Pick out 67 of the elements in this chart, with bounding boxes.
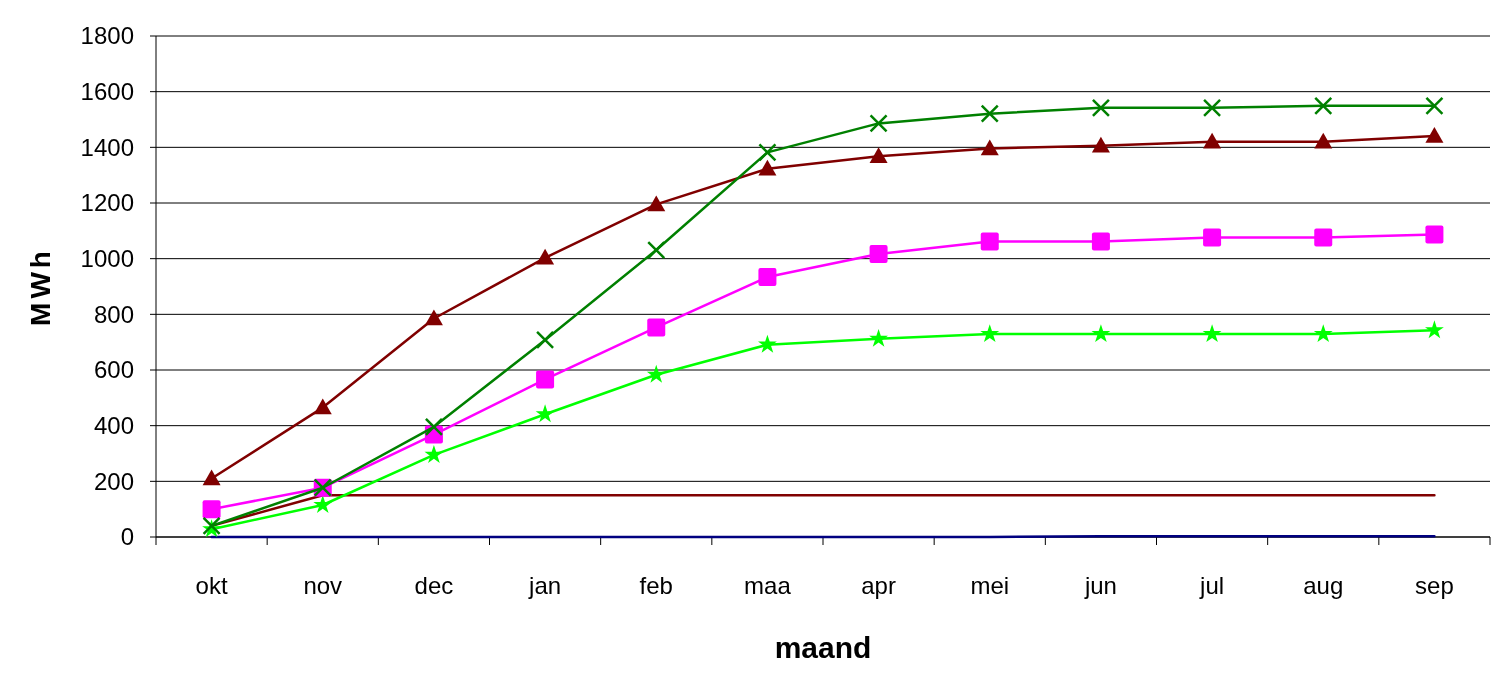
x-tick-label: apr	[861, 572, 896, 599]
x-tick-label: mei	[970, 572, 1010, 599]
point	[980, 104, 999, 123]
point	[1425, 225, 1444, 244]
point	[424, 444, 444, 463]
x-tick-label: dec	[414, 572, 454, 599]
y-tick-label: 1800	[80, 22, 134, 50]
point	[1202, 98, 1222, 118]
point	[1203, 132, 1222, 149]
point	[1314, 228, 1333, 247]
point	[536, 370, 555, 389]
point	[980, 232, 999, 251]
point	[758, 159, 777, 176]
point	[869, 147, 888, 163]
x-tick-label: nov	[303, 572, 343, 599]
point	[536, 248, 555, 265]
y-axis-title: MWh	[25, 247, 56, 326]
x-tick-label: jul	[1199, 572, 1225, 599]
y-tick-label: 200	[93, 467, 134, 495]
point	[647, 195, 666, 212]
y-tick-label: 0	[120, 523, 134, 551]
point	[1314, 132, 1333, 149]
point	[202, 469, 221, 486]
point	[1091, 98, 1111, 118]
point	[1091, 232, 1110, 251]
point	[980, 139, 999, 156]
point	[1425, 320, 1444, 339]
point	[1091, 136, 1110, 153]
x-axis-title: maand	[774, 631, 872, 664]
point	[758, 268, 777, 287]
x-tick-label: sep	[1415, 572, 1454, 599]
y-tick-label: 1400	[80, 133, 134, 161]
y-tick-label: 400	[93, 412, 134, 440]
point	[1313, 324, 1333, 343]
point	[424, 417, 444, 437]
x-tick-label: maa	[744, 572, 792, 599]
point	[869, 244, 888, 263]
point	[535, 330, 555, 350]
y-tick-label: 800	[93, 300, 134, 328]
point	[758, 334, 777, 353]
point	[980, 324, 1000, 343]
point	[535, 404, 555, 423]
x-tick-label: jun	[1083, 572, 1117, 599]
point	[647, 240, 666, 260]
point	[869, 328, 888, 347]
y-tick-label: 1600	[80, 78, 134, 106]
point	[424, 309, 443, 326]
point	[1314, 96, 1333, 116]
point	[1425, 126, 1444, 143]
point	[646, 364, 666, 383]
point	[1425, 96, 1444, 116]
point	[1202, 324, 1222, 343]
point	[869, 114, 888, 133]
x-tick-label: aug	[1303, 572, 1344, 599]
y-tick-label: 600	[93, 356, 134, 384]
y-tick-label: 1000	[80, 245, 134, 273]
point	[202, 500, 221, 519]
point	[758, 143, 777, 162]
y-tick-label: 1200	[80, 189, 134, 217]
x-tick-label: jan	[528, 572, 562, 599]
point	[313, 495, 333, 513]
point	[313, 398, 332, 415]
point	[647, 318, 666, 337]
x-tick-label: feb	[639, 572, 673, 599]
point	[1203, 228, 1222, 247]
x-tick-label: okt	[195, 572, 228, 599]
point	[1091, 324, 1111, 343]
